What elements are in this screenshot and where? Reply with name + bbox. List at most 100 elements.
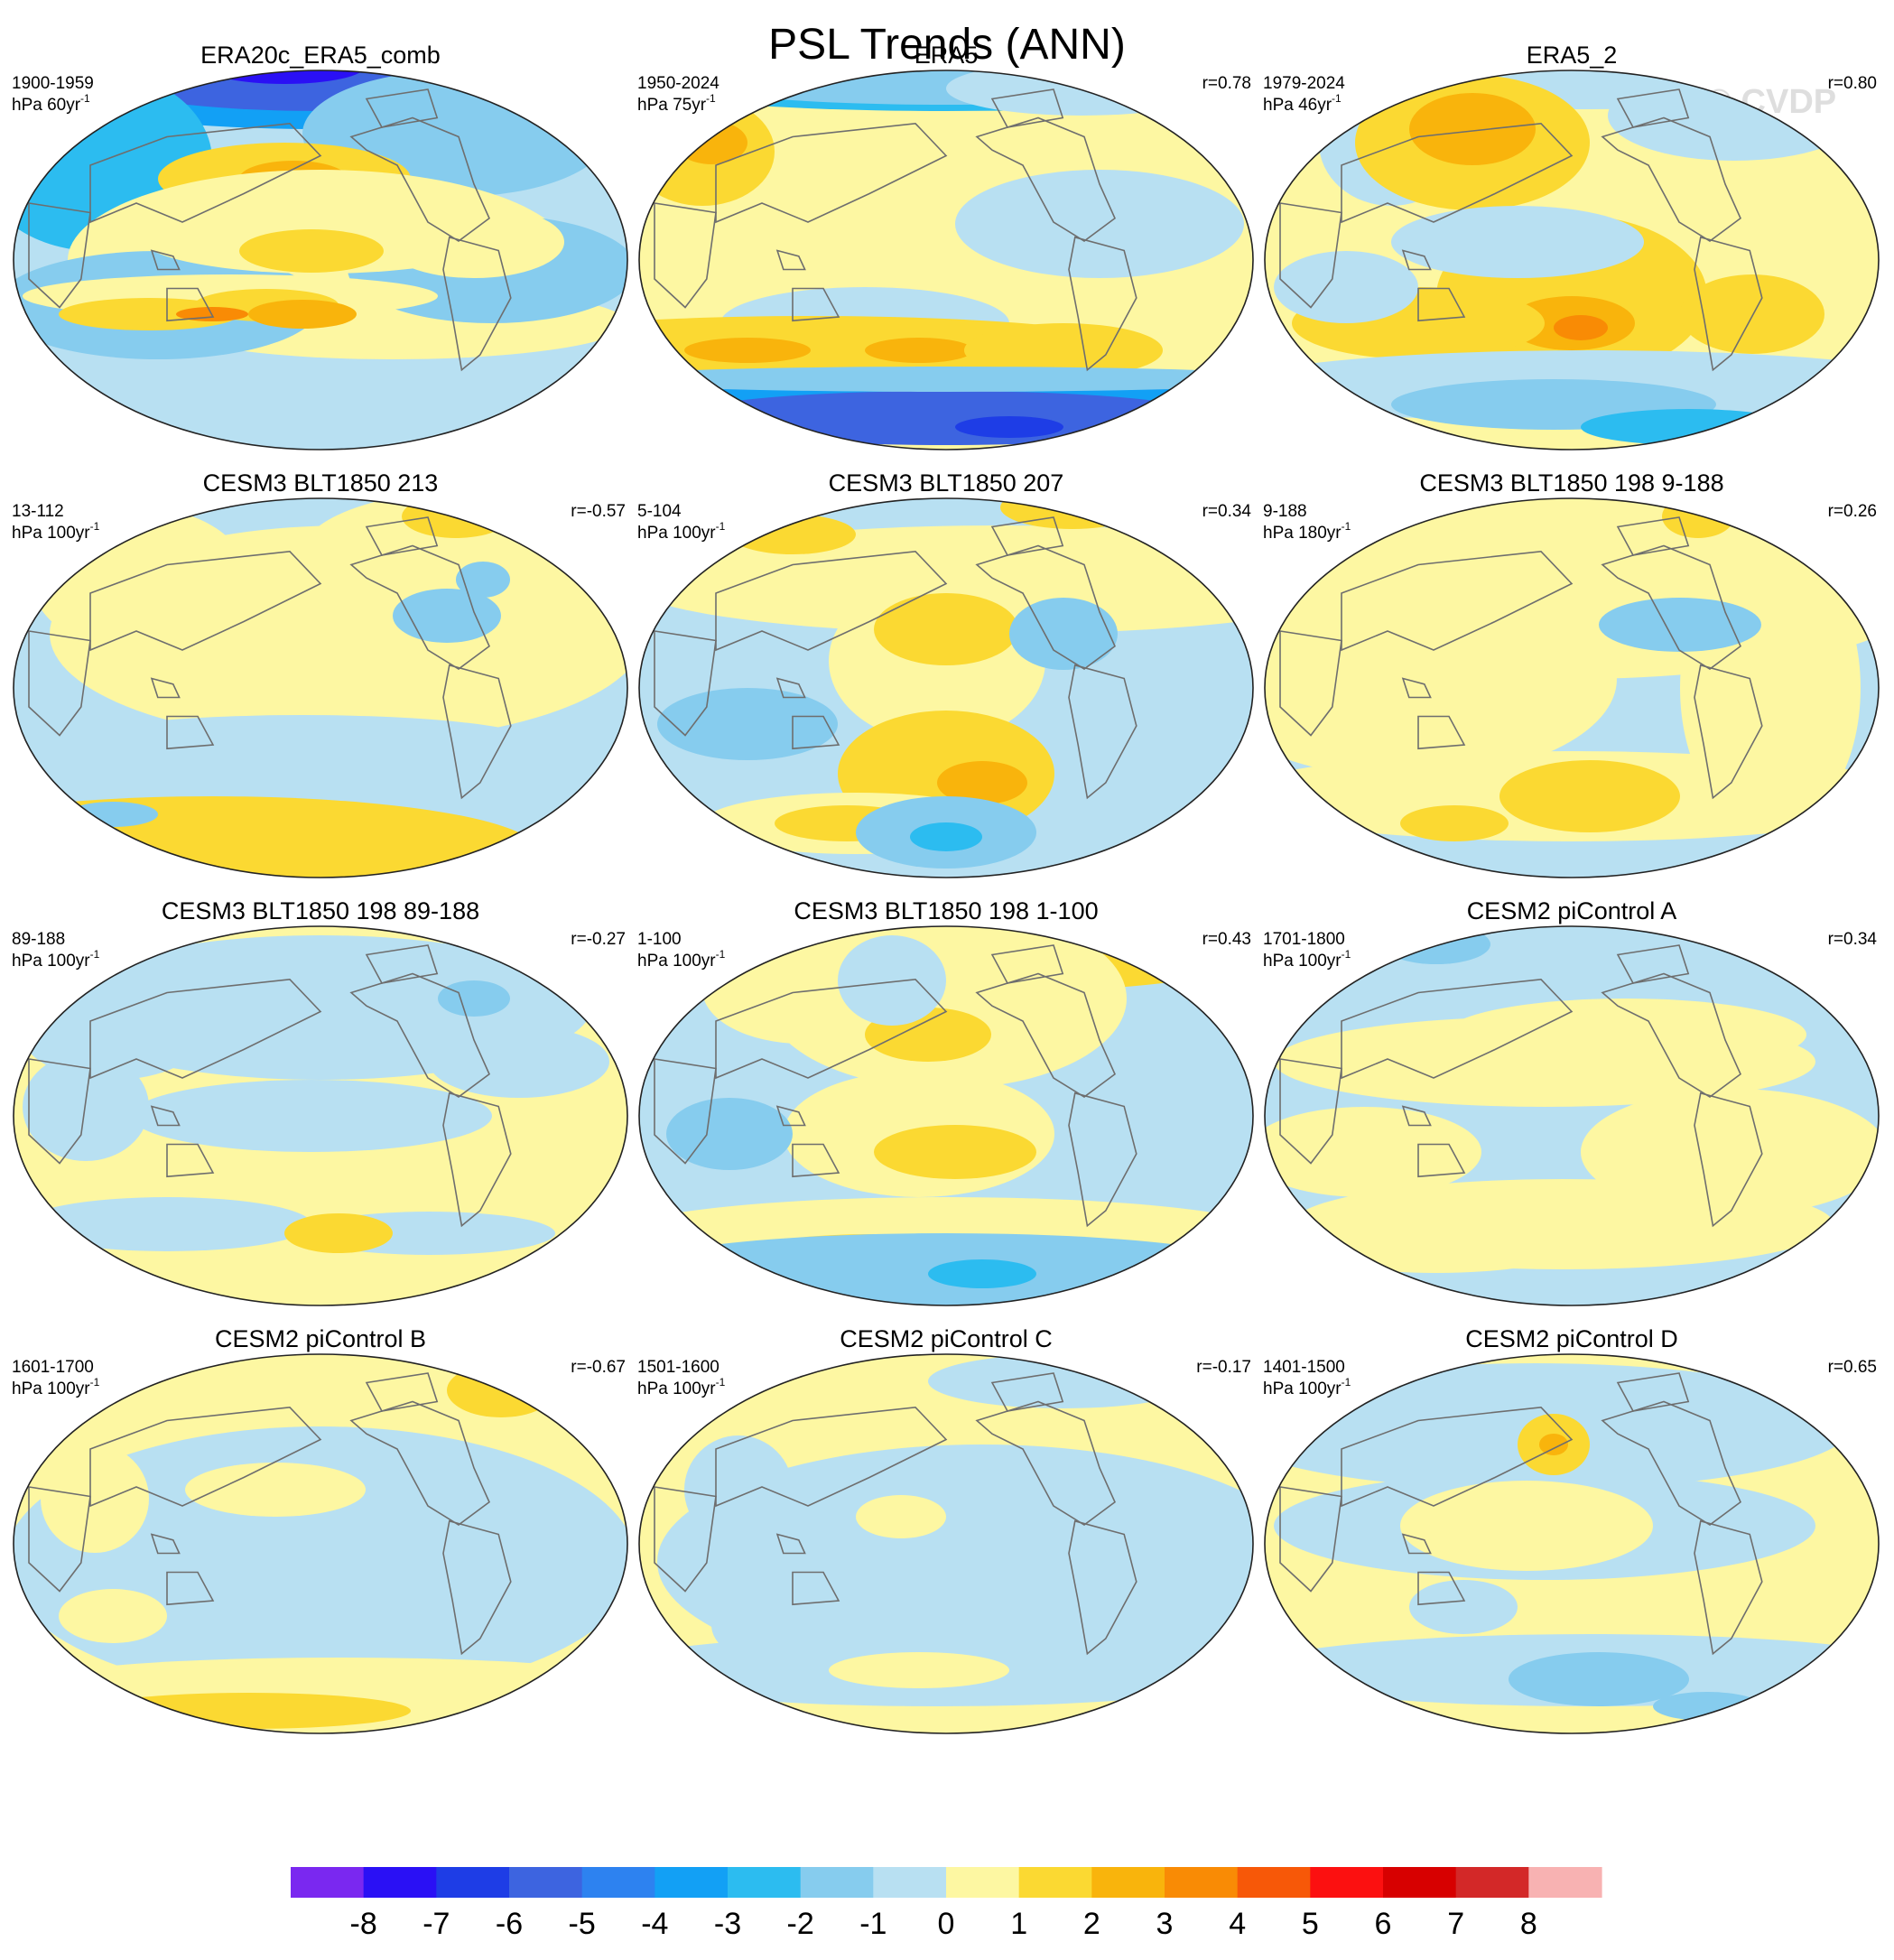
panel-period: 1401-1500 [1263,1358,1345,1377]
map-border [638,1353,1254,1734]
panel-title: CESM3 BLT1850 198 1-100 [794,897,1098,924]
coastline [975,544,1116,670]
contour-patch [937,761,1027,804]
contour-patch [41,1444,149,1553]
coastline [990,1372,1064,1412]
contour-fields [1265,1363,1879,1721]
contour-patch [68,715,537,769]
coastline [28,630,91,737]
coastline [1341,122,1574,224]
contour-patch [438,980,510,1017]
panel-units: hPa 100yr-1 [1263,948,1351,971]
colorbar-label: -5 [569,1907,596,1941]
contour-patch [1409,93,1536,165]
coastline [349,116,490,242]
contour-patch [1409,1580,1518,1634]
contour-patch [248,300,357,329]
contour-patch [1662,498,1734,538]
colorbar-swatch [1091,1867,1165,1898]
coastline [1601,544,1741,670]
coastline [1341,1406,1574,1508]
coastline [1401,677,1432,699]
contour-patch [1445,999,1806,1071]
contour-patch [829,1652,1009,1688]
contour-patch [1499,760,1680,832]
contour-patch [1382,926,1490,964]
panel-correlation: r=0.78 [1202,74,1251,93]
coastlines [28,88,512,372]
contour-patch [856,1495,946,1538]
coastline [990,88,1064,128]
contour-patch [1653,1692,1761,1721]
coastlines [654,944,1137,1228]
panel-correlation: r=0.43 [1202,930,1251,949]
coastline [442,664,512,800]
contour-patch [657,1444,1253,1679]
contour-patch [955,416,1063,438]
colorbar-swatch [1383,1867,1457,1898]
panel-period: 13-112 [12,502,64,521]
colorbar-label: 8 [1520,1907,1537,1941]
panel-title: CESM3 BLT1850 198 89-188 [162,897,479,924]
coastline [715,122,948,224]
coastline [442,1091,512,1228]
panel-correlation: r=0.26 [1828,502,1877,521]
coastline [349,1400,490,1526]
panel-correlation: r=0.65 [1828,1358,1877,1377]
contour-patch [86,1693,411,1729]
panel-correlation: r=-0.57 [571,502,626,521]
coastlines [654,88,1137,372]
coastline [775,1533,806,1555]
contour-patch [393,589,501,643]
contour-patch [729,515,856,554]
panel-correlation: r=0.34 [1828,930,1878,949]
colorbar-swatch [655,1867,729,1898]
contour-patch [910,822,982,851]
contour-patch [711,1589,820,1661]
contour-patch [176,1363,357,1399]
map-border [1264,1353,1880,1734]
map-border [13,1353,628,1734]
coastline [1616,944,1690,984]
coastline [89,1406,322,1508]
colorbar-swatch [946,1867,1020,1898]
panel-units: hPa 75yr-1 [637,92,716,115]
panel-units: hPa 100yr-1 [637,948,726,971]
coastline [1616,1372,1690,1412]
panel-units: hPa 180yr-1 [1263,520,1351,543]
colorbar-label: 5 [1302,1907,1319,1941]
contour-patch [1009,598,1118,670]
panel-correlation: r=-0.17 [1196,1358,1251,1377]
contour-patch [23,1197,311,1251]
colorbar-swatch [1528,1867,1602,1898]
coastline [150,249,181,271]
coastlines [28,1372,512,1656]
contour-patch [68,802,158,827]
contour-patch [928,1354,1199,1408]
contour-patch [657,688,838,760]
colorbar-label: -6 [496,1907,523,1941]
contour-patch [684,1435,793,1544]
coastline [166,1571,215,1606]
colorbar-swatch [363,1867,437,1898]
panel-units: hPa 100yr-1 [12,948,100,971]
panel-period: 1979-2024 [1263,74,1345,93]
colorbar-swatch [873,1867,947,1898]
panel-period: 1701-1800 [1263,930,1345,949]
panel-correlation: r=-0.27 [571,930,626,949]
contour-patch [684,338,811,363]
contour-patch [1274,251,1418,323]
panel-title: CESM3 BLT1850 213 [203,469,439,497]
coastline [1694,1091,1763,1228]
coastline [975,116,1116,242]
contour-fields [1265,498,1879,841]
colorbar-swatch [728,1867,802,1898]
contour-patch [59,1589,167,1643]
panel-title: CESM2 piControl A [1467,897,1677,924]
contour-patch [429,1026,609,1098]
coastline [990,944,1064,984]
coastlines [28,516,512,800]
coastline [775,249,806,271]
